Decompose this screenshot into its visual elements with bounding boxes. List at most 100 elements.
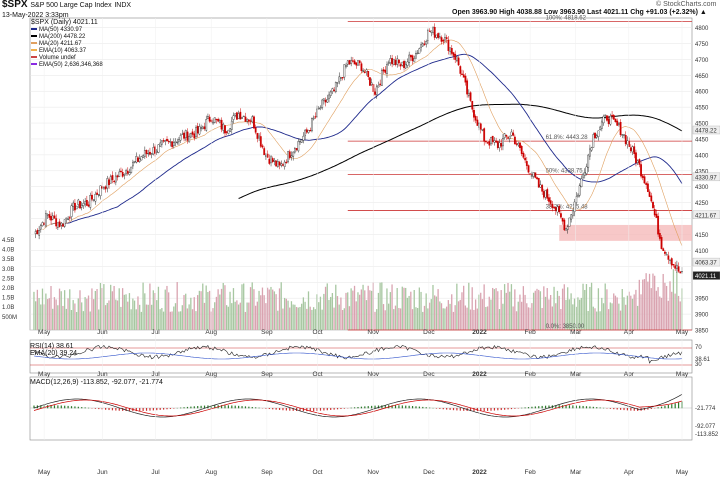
volume-bar <box>307 291 310 330</box>
macd-histogram-bar <box>357 406 359 409</box>
macd-histogram-bar <box>159 408 161 410</box>
volume-bar <box>669 281 671 330</box>
volume-bar <box>377 292 380 330</box>
volume-bar <box>418 287 420 330</box>
candle-body <box>143 150 146 157</box>
volume-bar <box>270 286 272 330</box>
volume-bar <box>72 300 74 330</box>
volume-bar <box>191 309 194 330</box>
candle-body <box>140 156 143 161</box>
candle-body <box>457 57 460 66</box>
volume-bar <box>461 292 463 330</box>
volume-bar <box>507 282 509 330</box>
volume-bar <box>435 296 438 330</box>
candle-body <box>39 225 42 230</box>
volume-bar <box>82 311 85 330</box>
candle-body <box>483 128 486 142</box>
volume-bar <box>304 301 306 330</box>
volume-bar <box>268 289 270 330</box>
volume-bar <box>587 310 589 330</box>
macd-histogram-bar <box>64 405 66 409</box>
x-tick-mid: Mar <box>570 371 582 378</box>
volume-bar <box>345 292 347 330</box>
candle-body <box>406 61 409 66</box>
candle-body <box>479 123 482 130</box>
macd-histogram-bar <box>500 408 502 411</box>
candles <box>34 23 683 275</box>
volume-bar <box>510 284 513 330</box>
candle-body <box>213 117 216 123</box>
candle-body <box>438 36 441 39</box>
macd-histogram-bar <box>67 405 69 409</box>
volume-bar <box>457 301 460 330</box>
candle-body <box>249 120 252 122</box>
candle-body <box>314 116 317 118</box>
candle-body <box>551 203 554 208</box>
volume-bar <box>642 279 644 330</box>
candle-body <box>229 128 232 132</box>
macd-histogram-bar <box>510 408 513 410</box>
candle-body <box>357 60 359 66</box>
volume-bar <box>422 311 424 330</box>
x-tick-bottom: Mar <box>570 469 582 476</box>
macd-histogram-bar <box>183 407 185 409</box>
candle-body <box>478 123 480 128</box>
candle-body <box>91 194 93 200</box>
macd-histogram-bar <box>630 408 632 411</box>
candle-body <box>288 151 291 159</box>
candle-body <box>425 41 428 45</box>
macd-histogram-bar <box>452 408 455 411</box>
legend-item: MA(200) 4478.22 <box>31 34 103 41</box>
candle-body <box>96 192 98 195</box>
volume-bar <box>92 299 95 330</box>
candle-body <box>225 131 228 133</box>
candle-body <box>343 64 346 78</box>
volume-bar <box>333 307 335 330</box>
price-axis-label: 4478.22 <box>695 128 717 134</box>
rsi-tick: 38.61 <box>695 357 711 363</box>
candle-body <box>164 140 167 142</box>
candle-body <box>553 206 556 208</box>
volume-bar <box>328 299 330 330</box>
volume-bar <box>439 301 441 330</box>
x-tick-bottom: Apr <box>624 469 635 476</box>
candle-body <box>387 62 390 64</box>
candle-body <box>205 119 208 131</box>
volume-bar <box>133 300 136 330</box>
volume-bar <box>401 286 403 330</box>
candle-body <box>515 143 518 145</box>
candle-body <box>193 133 196 139</box>
volume-bar <box>570 293 572 330</box>
volume-bar <box>408 295 410 330</box>
candle-body <box>505 135 508 137</box>
candle-body <box>401 61 404 66</box>
candle-body <box>522 152 525 158</box>
macd-histogram-bar <box>166 408 168 410</box>
candle-body <box>203 126 206 130</box>
candle-body <box>590 147 593 151</box>
macd-histogram-bar <box>521 407 523 409</box>
candle-body <box>87 204 90 207</box>
candle-body <box>597 130 600 137</box>
candle-body <box>573 201 576 212</box>
candle-body <box>674 265 677 269</box>
macd-histogram-bar <box>568 405 571 409</box>
volume-bar <box>654 275 656 330</box>
volume-bar <box>229 291 231 330</box>
volume-bar <box>234 301 236 330</box>
candle-body <box>669 259 671 261</box>
candle-body <box>500 143 503 147</box>
macd-histogram-bar <box>473 408 475 412</box>
volume-bar <box>96 289 98 330</box>
rsi-ema-label: EMA(20) 39.24 <box>30 350 78 357</box>
candle-body <box>271 158 274 163</box>
volume-bar <box>524 294 526 330</box>
macd-histogram-bar <box>98 408 100 410</box>
candle-body <box>672 264 675 266</box>
candle-body <box>416 52 419 55</box>
volume-bar <box>219 294 221 330</box>
candle-body <box>121 172 124 177</box>
candle-body <box>166 138 168 142</box>
volume-bar <box>659 296 661 330</box>
candle-body <box>200 127 203 129</box>
